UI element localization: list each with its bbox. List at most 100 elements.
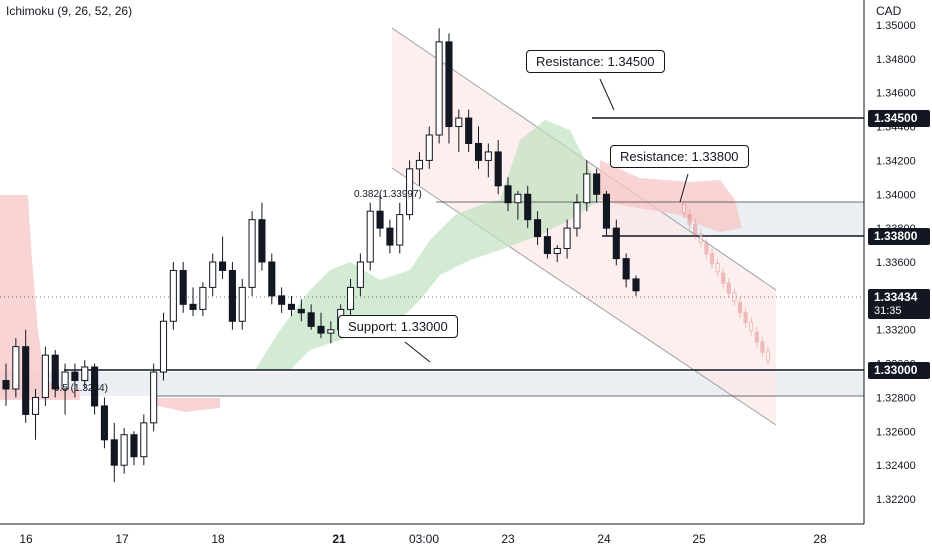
candle[interactable] [41,346,49,406]
candle[interactable] [268,253,276,305]
projected-candle [709,248,715,269]
candle[interactable] [602,190,611,237]
candle[interactable] [219,236,227,279]
candle[interactable] [612,219,620,266]
price-tag-current: 1.33434 31:35 [868,289,930,319]
candle[interactable] [248,211,256,296]
candle[interactable] [553,245,561,262]
candle[interactable] [376,194,384,237]
indicator-label[interactable]: Ichimoku (9, 26, 52, 26) [6,4,132,18]
candle[interactable] [494,140,502,195]
y-tick-label: 1.35000 [876,20,916,32]
candle[interactable] [169,262,177,330]
projected-candle [732,287,737,307]
candle[interactable] [2,363,10,406]
candle[interactable] [71,363,79,398]
candle[interactable] [445,33,453,144]
candle[interactable] [356,253,364,296]
candle[interactable] [179,262,187,313]
candle[interactable] [31,389,40,440]
candle[interactable] [81,360,89,389]
ichimoku-cloud-red-right [600,160,742,232]
y-tick-label: 1.34600 [876,88,916,100]
candle[interactable] [61,363,69,415]
callout-pointer-support [404,341,431,363]
candle[interactable] [514,190,522,220]
candle[interactable] [435,28,443,144]
candle[interactable] [12,338,20,398]
candle[interactable] [622,253,630,288]
candle[interactable] [524,185,532,229]
candle[interactable] [465,109,473,152]
projected-candle [693,218,698,240]
current-price-value: 1.33434 [874,290,918,304]
y-tick-label: 1.32200 [876,494,916,506]
projected-candle [760,336,765,358]
candle[interactable] [346,278,355,317]
projected-candle [681,199,687,218]
candle[interactable] [415,151,423,186]
candle[interactable] [189,287,197,317]
candle[interactable] [327,321,335,344]
candle[interactable] [317,312,325,339]
candle[interactable] [140,414,148,466]
y-tick-label: 1.33600 [876,257,916,269]
candle[interactable] [258,202,266,271]
candle[interactable] [100,397,108,449]
projected-candle [754,327,759,348]
x-tick-label: 03:00 [409,532,439,546]
candle[interactable] [455,109,463,152]
candle[interactable] [543,228,551,259]
price-tag-resistance-1: 1.34500 [868,110,930,127]
candle[interactable] [504,177,512,212]
candle[interactable] [238,278,246,330]
candle[interactable] [583,160,591,212]
x-tick-label: 24 [597,532,611,546]
candle[interactable] [297,299,305,322]
support-callout[interactable]: Support: 1.33000 [338,315,458,338]
y-tick-label: 1.34800 [876,54,916,66]
candle[interactable] [386,219,394,254]
candle[interactable] [130,431,138,466]
y-tick-label: 1.34200 [876,155,916,167]
candle[interactable] [593,168,601,203]
y-tick-label: 1.32400 [876,460,916,472]
candle[interactable] [278,287,286,313]
resistance-1-callout[interactable]: Resistance: 1.34500 [526,50,665,73]
ichimoku-cloud-green-mid [255,120,600,370]
callout-pointer-r2 [679,173,689,203]
candle[interactable] [396,202,404,254]
y-tick-label: 1.34000 [876,189,916,201]
candle[interactable] [159,312,168,381]
candle[interactable] [307,304,315,330]
candle[interactable] [573,194,581,237]
candle[interactable] [120,427,128,474]
candle[interactable] [209,253,217,296]
candle[interactable] [22,329,30,423]
candle[interactable] [287,295,296,317]
candle[interactable] [150,363,158,432]
candle[interactable] [563,219,571,259]
candle[interactable] [632,275,640,296]
candle[interactable] [484,143,492,178]
candle[interactable] [110,422,118,483]
projected-candle [687,209,692,230]
projected-candle [765,346,771,366]
indicator-params: (9, 26, 52, 26) [57,4,133,18]
candle[interactable] [51,350,59,398]
projected-candle [726,277,731,299]
candle[interactable] [406,160,414,220]
candle[interactable] [228,262,236,330]
descending-channel [392,28,776,425]
fib-upper-label: 0.382(1.33997) [354,189,422,200]
candle[interactable] [474,126,483,169]
candle[interactable] [534,211,542,246]
resistance-2-callout[interactable]: Resistance: 1.33800 [610,145,749,168]
currency-label: CAD [876,4,902,18]
candle[interactable] [366,202,374,271]
candle[interactable] [199,282,207,317]
candle[interactable] [91,363,99,415]
candle[interactable] [425,126,433,169]
